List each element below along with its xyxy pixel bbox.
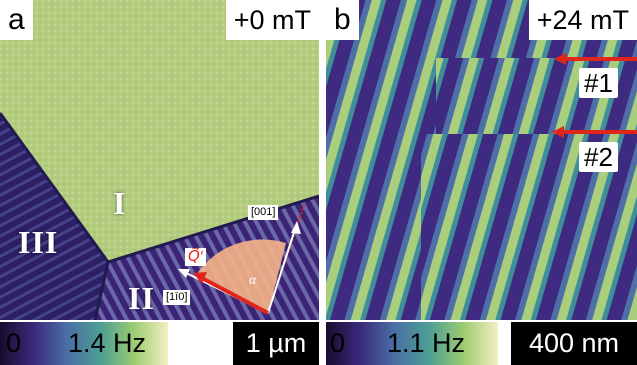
domain-wall [93, 261, 110, 320]
marker-2-arrow-head [552, 126, 564, 138]
panel-b-image: b +24 mT #1 #2 [326, 0, 637, 320]
marker-2-label: #2 [579, 142, 618, 172]
domain-iii-label: III [18, 224, 59, 260]
domain-ii-label: II [128, 280, 155, 316]
q-vector-label: Q⃗′ [185, 248, 206, 266]
q-vector-arrow [199, 275, 269, 315]
colorbar-b-max: 1.1 Hz [387, 328, 466, 358]
arrow-110-head [178, 269, 190, 278]
colorbar-b [326, 322, 498, 365]
angle-alpha-label: α [249, 273, 257, 288]
domain-i-region [0, 0, 319, 262]
colorbar-a [0, 322, 168, 365]
domain-iii-region [0, 113, 108, 320]
q-vector-arrow-head [193, 272, 207, 284]
colorbar-b-min: 0 [330, 328, 346, 358]
colorbar-a-max: 1.4 Hz [68, 328, 147, 358]
direction-110-label: [1ī0] [163, 290, 191, 305]
colorbar-a-min: 0 [6, 328, 22, 358]
arrow-001-head [291, 221, 301, 234]
marker-1-label: #1 [579, 68, 618, 98]
marker-1-arrow-head [554, 53, 566, 65]
domain-i-label: I [113, 185, 127, 221]
arrow-001 [267, 222, 298, 314]
panel-b-tag: b [326, 0, 359, 40]
panel-a-field-label: +0 mT [225, 0, 319, 40]
panel-a-tag: a [0, 0, 33, 40]
angle-wedge [196, 239, 286, 313]
scalebar-b: 400 nm [511, 322, 637, 365]
scalebar-a: 1 µm [233, 322, 319, 365]
panel-a-image: a +0 mT I II III [001] [1ī0] Q⃗′ α [0, 0, 319, 320]
panel-b-field-label: +24 mT [528, 0, 637, 40]
direction-001-label: [001] [248, 205, 279, 220]
